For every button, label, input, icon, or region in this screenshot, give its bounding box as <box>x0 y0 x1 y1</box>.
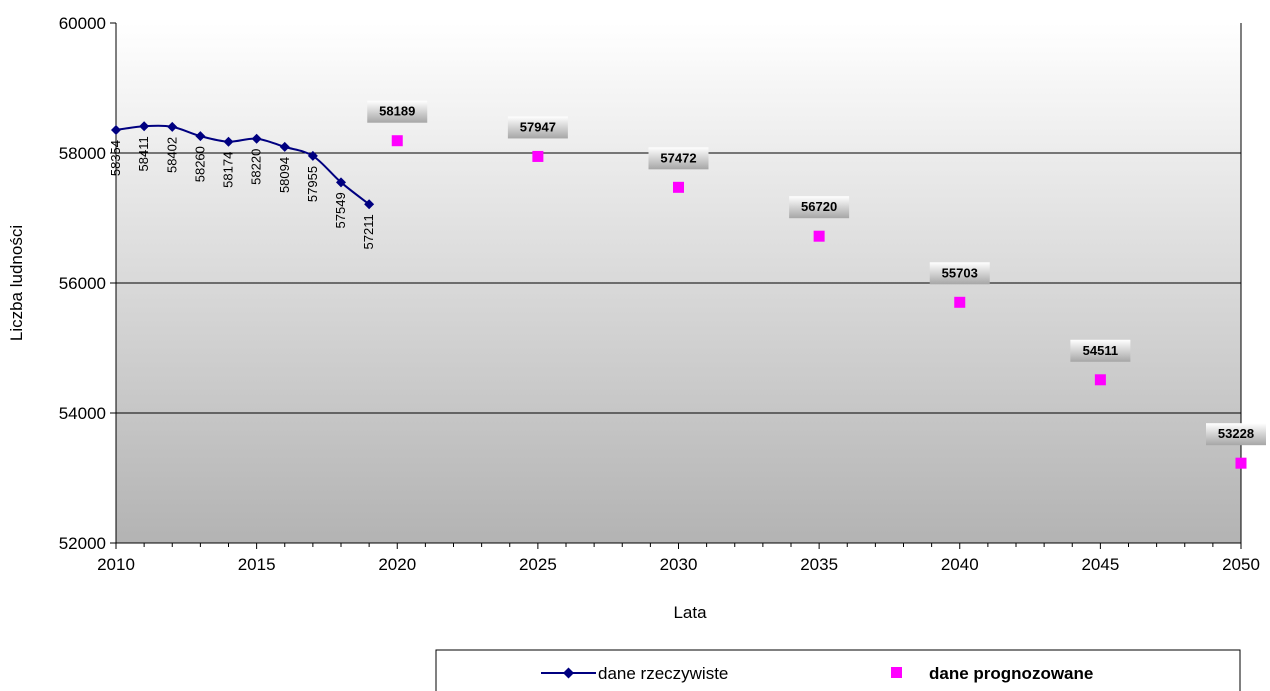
legend-box <box>435 649 1241 691</box>
forecast-label-box <box>367 100 428 123</box>
actual-series-line <box>115 124 370 206</box>
actual-marker <box>139 121 150 132</box>
actual-marker <box>223 136 234 147</box>
legend-label-actual: dane rzeczywiste <box>598 664 728 683</box>
series-forecast: 58189 57947 57472 56720 55703 54511 53228 <box>367 100 1266 469</box>
actual-data-label: 58174 <box>221 152 236 188</box>
actual-data-label: 57955 <box>305 166 320 202</box>
x-tick-label: 2015 <box>238 555 276 574</box>
x-tick-label: 2040 <box>941 555 979 574</box>
actual-marker <box>195 131 206 142</box>
x-tick-label: 2010 <box>97 555 135 574</box>
forecast-marker <box>1235 457 1247 469</box>
forecast-marker <box>1094 374 1106 386</box>
forecast-data-label: 57947 <box>520 119 556 134</box>
forecast-label-box <box>929 262 990 285</box>
y-axis-title: Liczba ludności <box>7 225 26 341</box>
x-tick-label: 2020 <box>378 555 416 574</box>
actual-marker <box>279 141 290 152</box>
actual-data-label: 58402 <box>164 137 179 173</box>
actual-data-label: 58220 <box>249 149 264 185</box>
forecast-data-label: 54511 <box>1083 343 1118 358</box>
x-axis-title: Lata <box>673 603 707 622</box>
y-tick-labels: 52000 54000 56000 58000 60000 <box>59 14 106 553</box>
x-tick-label: 2025 <box>519 555 557 574</box>
forecast-data-label: 55703 <box>942 265 978 280</box>
series-actual: 58354 58411 58402 58260 58174 58220 58094 57955… <box>108 121 376 249</box>
forecast-marker <box>673 181 684 193</box>
x-tick-label: 2035 <box>800 555 838 574</box>
legend-marker-forecast <box>891 667 902 678</box>
actual-marker <box>307 150 318 161</box>
y-tick-label: 56000 <box>59 274 106 293</box>
legend-marker-actual <box>563 667 574 679</box>
forecast-label-box <box>1206 423 1266 446</box>
actual-data-label: 58354 <box>108 140 123 176</box>
actual-marker <box>336 177 346 188</box>
forecast-data-label: 57472 <box>660 150 696 165</box>
forecast-label-box <box>648 147 709 170</box>
actual-data-label: 58411 <box>136 136 151 171</box>
x-tick-label: 2030 <box>660 555 698 574</box>
y-tick-label: 60000 <box>59 14 106 33</box>
actual-data-label: 57549 <box>333 192 348 228</box>
actual-marker <box>251 133 262 144</box>
forecast-data-label: 58189 <box>379 104 415 119</box>
forecast-marker <box>813 230 825 242</box>
forecast-marker <box>954 296 966 308</box>
actual-marker <box>167 121 178 132</box>
x-tick-label: 2045 <box>1081 555 1119 574</box>
legend: dane rzeczywiste dane prognozowane <box>435 649 1241 691</box>
actual-data-label: 58094 <box>277 157 292 193</box>
forecast-data-label: 56720 <box>801 199 837 214</box>
x-tick-labels: 2010 2015 2020 2025 2030 2035 2040 2045 2050 <box>97 555 1260 574</box>
legend-label-forecast: dane prognozowane <box>929 664 1093 683</box>
forecast-label-box <box>789 196 850 219</box>
y-tick-label: 52000 <box>59 534 106 553</box>
x-tick-label: 2050 <box>1222 555 1260 574</box>
forecast-marker <box>532 150 544 162</box>
y-tick-label: 58000 <box>59 144 106 163</box>
forecast-label-box <box>507 116 568 139</box>
y-tick-label: 54000 <box>59 404 106 423</box>
forecast-marker <box>391 135 403 147</box>
axes <box>110 22 1242 549</box>
actual-data-label: 58260 <box>192 146 207 182</box>
forecast-label-box <box>1070 339 1131 362</box>
actual-marker <box>364 199 375 210</box>
forecast-data-label: 53228 <box>1218 426 1254 441</box>
actual-data-label: 57211 <box>361 214 376 249</box>
actual-marker <box>111 124 121 135</box>
